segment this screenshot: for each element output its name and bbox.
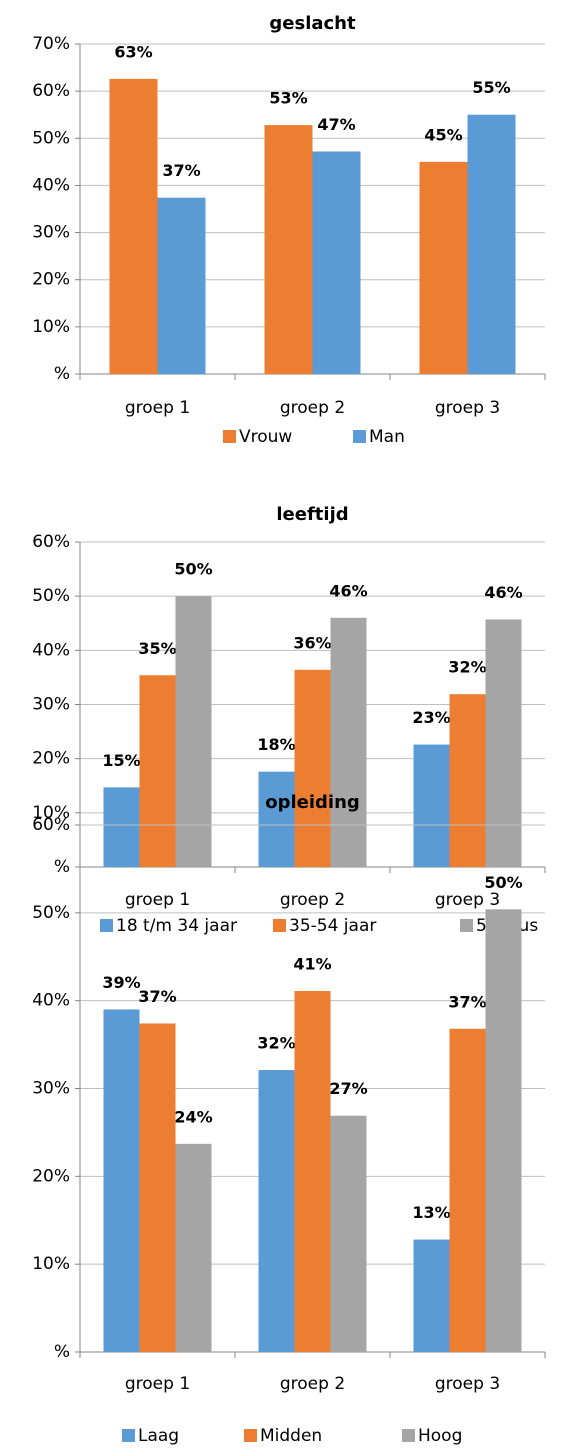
data-label: 35% [138,639,176,658]
data-label: 37% [448,992,486,1011]
data-label: 23% [412,708,450,727]
chart-title: opleiding [265,792,360,813]
legend-label: 18 t/m 34 jaar [116,916,237,936]
bar [139,1023,176,1352]
bar [330,1115,367,1352]
data-label: 46% [484,583,522,602]
data-label: 37% [162,161,200,180]
bar [485,909,522,1352]
bar [157,197,206,374]
legend-swatch [244,1429,257,1442]
data-label: 41% [293,955,331,974]
bar [103,787,140,867]
data-label: 53% [269,89,307,108]
legend-label: Man [369,427,405,447]
data-label: 63% [114,42,152,61]
legend-label: 35-54 jaar [289,916,376,936]
bar [449,1028,486,1352]
y-tick-label: 40% [32,175,70,195]
data-label: 46% [329,581,367,600]
y-tick-label: 50% [32,903,70,923]
bar [467,114,516,374]
y-tick-label: % [54,1342,70,1362]
data-label: 50% [174,560,212,579]
data-label: 55% [472,78,510,97]
data-label: 27% [329,1079,367,1098]
data-label: 47% [317,115,355,134]
bar [294,669,331,867]
x-tick-label: groep 2 [280,398,345,418]
data-label: 13% [412,1203,450,1222]
legend-swatch [122,1429,135,1442]
x-tick-label: groep 1 [125,890,190,910]
legend-swatch [100,919,113,932]
data-label: 32% [448,658,486,677]
y-tick-label: 60% [32,532,70,552]
bar [449,694,486,867]
y-tick-label: 70% [32,34,70,54]
legend-swatch [353,430,366,443]
y-tick-label: % [54,364,70,384]
bar [413,1239,450,1352]
legend-swatch [223,430,236,443]
bar [175,596,212,867]
bar [485,619,522,867]
bar [258,1070,295,1352]
y-tick-label: 50% [32,128,70,148]
bar [419,161,468,374]
y-tick-label: % [54,857,70,877]
legend-label: Hoog [418,1426,462,1446]
data-label: 39% [102,973,140,992]
y-tick-label: 10% [32,803,70,823]
bar [294,991,331,1352]
data-label: 24% [174,1107,212,1126]
y-tick-label: 30% [32,1079,70,1099]
data-label: 37% [138,987,176,1006]
x-tick-label: groep 1 [125,398,190,418]
x-tick-label: groep 2 [280,1374,345,1394]
y-tick-label: 10% [32,317,70,337]
data-label: 15% [102,751,140,770]
bar [103,1009,140,1352]
legend-swatch [402,1429,415,1442]
bar [109,78,158,374]
y-tick-label: 20% [32,1166,70,1186]
x-tick-label: groep 3 [435,1374,500,1394]
y-tick-label: 60% [32,815,70,835]
y-tick-label: 60% [32,81,70,101]
bar [312,151,361,374]
bar [264,125,313,374]
y-tick-label: 30% [32,695,70,715]
bar [330,617,367,867]
y-tick-label: 20% [32,270,70,290]
legend-swatch [273,919,286,932]
y-tick-label: 50% [32,586,70,606]
y-tick-label: 30% [32,223,70,243]
x-tick-label: groep 3 [435,398,500,418]
legend-label: Laag [138,1426,179,1446]
legend-label: Midden [260,1426,322,1446]
data-label: 32% [257,1034,295,1053]
x-tick-label: groep 1 [125,1374,190,1394]
data-label: 45% [424,125,462,144]
y-tick-label: 10% [32,1254,70,1274]
data-label: 18% [257,735,295,754]
chart-title: geslacht [269,13,356,34]
data-label: 36% [293,633,331,652]
chart-title: leeftijd [276,504,348,525]
bar [413,744,450,867]
legend-label: Vrouw [239,427,292,447]
x-tick-label: groep 2 [280,890,345,910]
bar [139,675,176,867]
data-label: 50% [484,873,522,892]
y-tick-label: 40% [32,640,70,660]
y-tick-label: 20% [32,749,70,769]
bar [258,771,295,867]
bar [175,1143,212,1352]
y-tick-label: 40% [32,991,70,1011]
legend-swatch [460,919,473,932]
x-tick-label: groep 3 [435,890,500,910]
